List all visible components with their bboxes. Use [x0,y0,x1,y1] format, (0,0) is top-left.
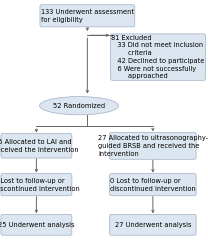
FancyBboxPatch shape [111,34,206,80]
Text: 0 Lost to follow-up or
discontinued intervention: 0 Lost to follow-up or discontinued inte… [110,178,196,191]
FancyBboxPatch shape [40,5,135,27]
FancyBboxPatch shape [1,174,72,196]
Text: 27 Allocated to ultrasonography-
guided BRSB and received the
intervention: 27 Allocated to ultrasonography- guided … [98,135,208,156]
Text: 52 Randomized: 52 Randomized [53,103,105,109]
Text: 27 Underwent analysis: 27 Underwent analysis [115,222,191,228]
Text: 81 Excluded
   33 Did not meet inclusion
        criteria
   42 Declined to part: 81 Excluded 33 Did not meet inclusion cr… [111,35,205,79]
Text: 25 Allocated to LAI and
received the intervention: 25 Allocated to LAI and received the int… [0,139,79,153]
FancyBboxPatch shape [1,134,72,158]
Ellipse shape [40,96,119,115]
Text: 0 Lost to follow-up or
discontinued intervention: 0 Lost to follow-up or discontinued inte… [0,178,79,191]
Text: 133 Underwent assessment
for eligibility: 133 Underwent assessment for eligibility [41,9,134,23]
FancyBboxPatch shape [110,132,196,159]
Text: 25 Underwent analysis: 25 Underwent analysis [0,222,75,228]
FancyBboxPatch shape [110,214,196,235]
FancyBboxPatch shape [110,174,196,196]
FancyBboxPatch shape [1,214,72,235]
